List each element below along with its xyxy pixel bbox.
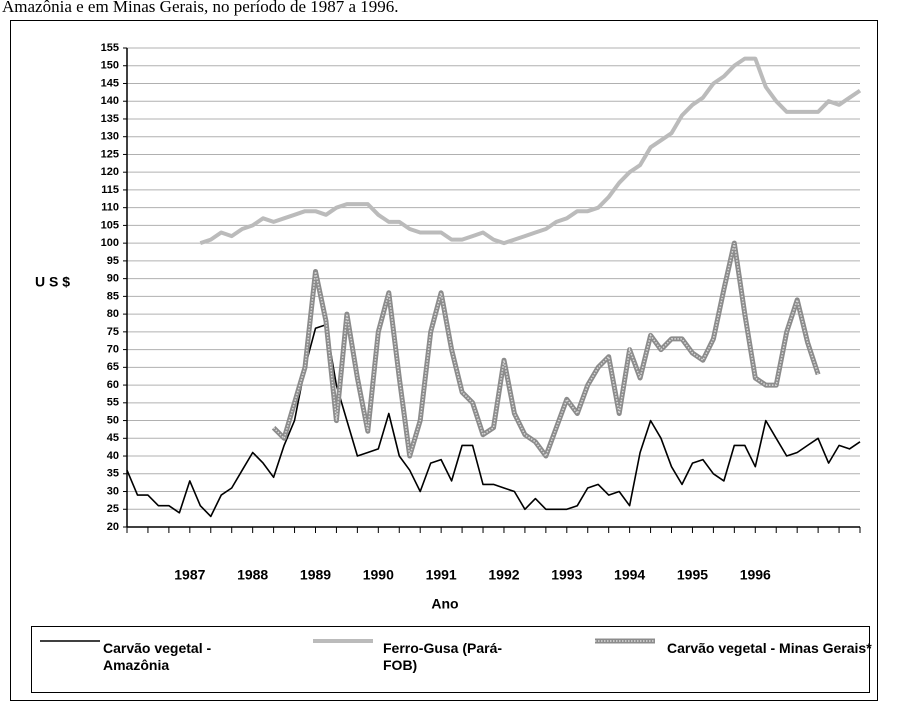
- y-axis-label: U S $: [35, 274, 70, 290]
- y-tick-label: 150: [101, 60, 119, 72]
- chart-frame: [10, 20, 878, 701]
- x-tick-label: 1995: [677, 567, 708, 583]
- x-tick-label: 1987: [174, 567, 205, 583]
- y-tick-label: 85: [107, 290, 119, 302]
- x-tick-label: 1991: [426, 567, 457, 583]
- x-tick-label: 1990: [363, 567, 394, 583]
- y-tick-label: 125: [101, 148, 119, 160]
- y-tick-label: 120: [101, 166, 119, 178]
- caption: Amazônia e em Minas Gerais, no período d…: [2, 0, 399, 16]
- x-tick-label: 1988: [237, 567, 268, 583]
- series-line-hatch: [273, 242, 819, 458]
- y-tick-label: 40: [107, 450, 119, 462]
- y-tick-label: 80: [107, 308, 119, 320]
- y-tick-label: 30: [107, 485, 119, 497]
- x-tick-label: 1994: [614, 567, 645, 583]
- y-tick-label: 50: [107, 414, 119, 426]
- y-tick-label: 20: [107, 521, 119, 533]
- y-tick-label: 90: [107, 273, 119, 285]
- y-tick-label: 155: [101, 42, 119, 54]
- y-tick-label: 135: [101, 113, 119, 125]
- y-tick-label: 65: [107, 361, 119, 373]
- y-tick-label: 25: [107, 503, 119, 515]
- y-tick-label: 95: [107, 255, 119, 267]
- y-tick-label: 115: [101, 184, 119, 196]
- y-tick-label: 55: [107, 397, 119, 409]
- y-tick-label: 70: [107, 343, 119, 355]
- x-tick-label: 1992: [488, 567, 519, 583]
- y-tick-label: 75: [107, 326, 119, 338]
- series-line: [126, 324, 861, 518]
- x-tick-label: 1989: [300, 567, 331, 583]
- y-tick-label: 35: [107, 468, 119, 480]
- x-tick-label: 1996: [740, 567, 771, 583]
- y-tick-label: 145: [101, 77, 119, 89]
- y-tick-label: 105: [101, 219, 119, 231]
- legend-label: Ferro-Gusa (Pará-FOB): [383, 640, 503, 673]
- y-tick-label: 130: [101, 131, 119, 143]
- series-line: [199, 56, 862, 246]
- y-tick-label: 60: [107, 379, 119, 391]
- legend-box: [31, 626, 870, 693]
- x-axis-label: Ano: [431, 596, 458, 612]
- y-tick-label: 110: [101, 202, 119, 214]
- x-tick-label: 1993: [551, 567, 582, 583]
- legend-label: Carvão vegetal - Minas Gerais*: [667, 640, 872, 656]
- legend-label: Carvão vegetal - Amazônia: [103, 640, 212, 673]
- y-tick-label: 100: [101, 237, 119, 249]
- y-tick-label: 140: [101, 95, 119, 107]
- y-tick-label: 45: [107, 432, 119, 444]
